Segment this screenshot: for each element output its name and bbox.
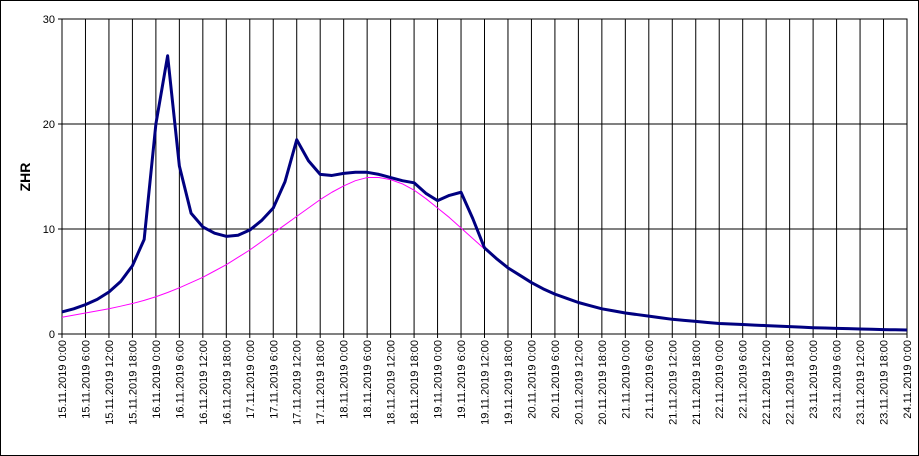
x-tick-label: 19.11.2019 6:00	[456, 340, 468, 419]
x-tick-label: 20.11.2019 0:00	[526, 340, 538, 419]
x-tick-label: 16.11.2019 18:00	[221, 340, 233, 425]
x-tick-label: 18.11.2019 18:00	[409, 340, 421, 425]
x-tick-label: 15.11.2019 6:00	[80, 340, 92, 419]
x-tick-label: 22.11.2019 18:00	[785, 340, 797, 425]
x-tick-label: 17.11.2019 12:00	[292, 340, 304, 425]
x-tick-label: 22.11.2019 6:00	[738, 340, 750, 419]
x-tick-label: 21.11.2019 18:00	[691, 340, 703, 425]
x-tick-label: 22.11.2019 0:00	[714, 340, 726, 419]
x-tick-label: 24.11.2019 0:00	[902, 340, 914, 419]
x-tick-label: 23.11.2019 0:00	[808, 340, 820, 419]
x-tick-label: 16.11.2019 12:00	[198, 340, 210, 425]
y-tick-label: 20	[43, 119, 55, 131]
series-line	[61, 54, 908, 332]
x-tick-label: 23.11.2019 6:00	[832, 340, 844, 419]
x-tick-label: 23.11.2019 18:00	[879, 340, 891, 425]
x-tick-label: 19.11.2019 18:00	[503, 340, 515, 425]
x-tick-label: 19.11.2019 12:00	[480, 340, 492, 425]
x-tick-label: 17.11.2019 0:00	[245, 340, 257, 419]
y-tick-label: 10	[43, 224, 55, 236]
x-tick-label: 20.11.2019 12:00	[573, 340, 585, 425]
x-tick-label: 18.11.2019 12:00	[386, 340, 398, 425]
x-tick-label: 16.11.2019 0:00	[151, 340, 163, 419]
x-tick-label: 19.11.2019 0:00	[433, 340, 445, 419]
x-tick-label: 22.11.2019 12:00	[761, 340, 773, 425]
y-tick-label: 30	[43, 14, 55, 26]
x-tick-label: 18.11.2019 0:00	[339, 340, 351, 419]
x-tick-label: 15.11.2019 12:00	[104, 340, 116, 425]
x-tick-label: 20.11.2019 6:00	[550, 340, 562, 419]
y-tick-label: 0	[49, 329, 55, 341]
x-tick-label: 23.11.2019 12:00	[855, 340, 867, 425]
x-tick-label: 21.11.2019 6:00	[644, 340, 656, 419]
plot-border	[61, 18, 908, 335]
x-tick-label: 21.11.2019 12:00	[667, 340, 679, 425]
x-tick-label: 15.11.2019 0:00	[57, 340, 69, 419]
y-axis-label: ZHR	[17, 163, 33, 192]
x-tick-label: 17.11.2019 6:00	[268, 340, 280, 419]
x-tick-label: 18.11.2019 6:00	[362, 340, 374, 419]
x-tick-label: 17.11.2019 18:00	[315, 340, 327, 425]
x-tick-label: 20.11.2019 18:00	[597, 340, 609, 425]
x-tick-label: 21.11.2019 0:00	[620, 340, 632, 419]
x-tick-label: 16.11.2019 6:00	[174, 340, 186, 419]
x-tick-label: 15.11.2019 18:00	[127, 340, 139, 425]
